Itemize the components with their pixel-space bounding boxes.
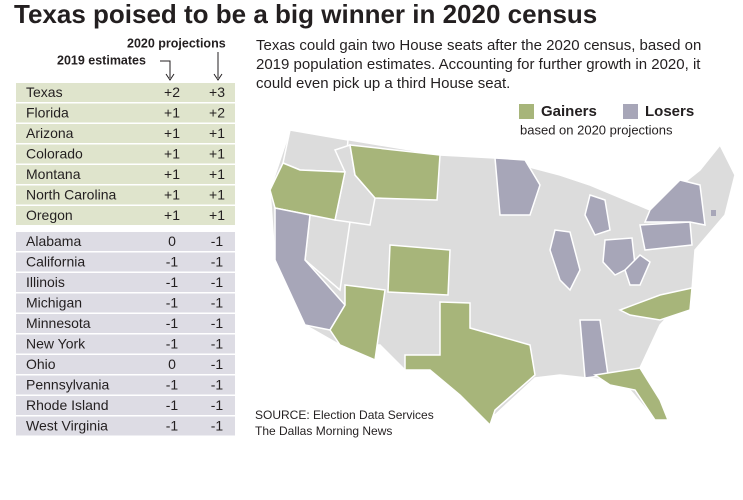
projection: +1 xyxy=(209,145,225,161)
source: SOURCE: Election Data Services xyxy=(255,408,434,422)
table-row xyxy=(16,334,235,354)
projection: +1 xyxy=(209,166,225,182)
estimate: +1 xyxy=(164,186,180,202)
state-name: Ohio xyxy=(26,356,56,372)
projection: +2 xyxy=(209,104,225,120)
state-loser xyxy=(711,210,716,216)
state-loser xyxy=(624,254,651,286)
estimate: -1 xyxy=(166,397,179,413)
state-name: Arizona xyxy=(26,125,74,141)
table-row xyxy=(16,83,235,102)
state-name: Minnesota xyxy=(26,315,91,331)
projection: -1 xyxy=(211,233,224,249)
state-name: Oregon xyxy=(26,207,73,223)
projection: -1 xyxy=(211,294,224,310)
legend-label: Gainers xyxy=(541,103,597,120)
arrow xyxy=(213,52,223,81)
state-loser xyxy=(494,157,541,216)
state-name: Texas xyxy=(26,84,63,100)
table-row xyxy=(16,396,235,415)
estimate: +1 xyxy=(164,125,180,141)
table-row xyxy=(16,103,235,123)
state-gainer xyxy=(387,244,451,296)
state-name: Michigan xyxy=(26,294,82,310)
source: The Dallas Morning News xyxy=(255,424,392,438)
projection: -1 xyxy=(211,356,224,372)
estimate: +1 xyxy=(164,104,180,120)
state-name: New York xyxy=(26,335,86,351)
table-row xyxy=(16,314,235,333)
table: Texas +2 +3 Florida +1 +2 Arizona +1 +1 Colorado +… xyxy=(16,83,235,436)
us-map xyxy=(269,129,736,427)
projection: -1 xyxy=(211,315,224,331)
projection: +1 xyxy=(209,186,225,202)
table-row xyxy=(16,375,235,395)
estimate: -1 xyxy=(166,376,179,392)
state-loser xyxy=(639,221,693,251)
arrow xyxy=(160,60,175,81)
projection: +3 xyxy=(209,84,225,100)
projection: -1 xyxy=(211,274,224,290)
projection: +1 xyxy=(209,207,225,223)
legend-swatch xyxy=(519,104,534,119)
table-row xyxy=(16,416,235,436)
column-header: 2020 projections xyxy=(127,36,226,50)
projection: -1 xyxy=(211,335,224,351)
state-name: Montana xyxy=(26,166,81,182)
estimate: +1 xyxy=(164,145,180,161)
projection: -1 xyxy=(211,417,224,433)
table-row xyxy=(16,273,235,292)
description: Texas could gain two House seats after t… xyxy=(256,37,702,92)
title: Texas poised to be a big winner in 2020 … xyxy=(14,0,597,29)
table-row xyxy=(16,165,235,184)
table-row xyxy=(16,185,235,205)
state-name: Illinois xyxy=(26,274,65,290)
estimate: -1 xyxy=(166,417,179,433)
legend-note: based on 2020 projections xyxy=(520,122,673,137)
table-row xyxy=(16,206,235,225)
table-row xyxy=(16,355,235,374)
projection: -1 xyxy=(211,253,224,269)
legend-swatch xyxy=(623,104,638,119)
state-gainer xyxy=(329,284,386,362)
table-row xyxy=(16,232,235,251)
estimate: -1 xyxy=(166,335,179,351)
projection: +1 xyxy=(209,125,225,141)
table-row xyxy=(16,293,235,313)
state-name: California xyxy=(26,253,85,269)
estimate: -1 xyxy=(166,274,179,290)
state-name: West Virginia xyxy=(26,417,108,433)
projection: -1 xyxy=(211,376,224,392)
state-gainer xyxy=(404,301,536,427)
state-name: Florida xyxy=(26,104,69,120)
estimate: -1 xyxy=(166,253,179,269)
state-gainer xyxy=(592,367,670,421)
estimate: -1 xyxy=(166,315,179,331)
state-loser xyxy=(549,229,581,292)
estimate: 0 xyxy=(168,233,176,249)
state-name: Alabama xyxy=(26,233,81,249)
state-loser xyxy=(643,179,706,226)
projection: -1 xyxy=(211,397,224,413)
estimate: -1 xyxy=(166,294,179,310)
estimate: +2 xyxy=(164,84,180,100)
estimate: 0 xyxy=(168,356,176,372)
state-loser xyxy=(584,194,611,236)
column-header: 2019 estimates xyxy=(57,53,146,67)
state-name: Rhode Island xyxy=(26,397,109,413)
estimate: +1 xyxy=(164,166,180,182)
state-name: North Carolina xyxy=(26,186,116,202)
state-gainer xyxy=(269,162,346,221)
state-gainer xyxy=(349,144,441,201)
state-name: Colorado xyxy=(26,145,83,161)
state-gainer xyxy=(618,287,693,321)
description-box: Texas could gain two House seats after t… xyxy=(256,37,702,92)
estimate: +1 xyxy=(164,207,180,223)
table-row xyxy=(16,252,235,272)
legend-label: Losers xyxy=(645,103,694,120)
table-row xyxy=(16,124,235,143)
state-name: Pennsylvania xyxy=(26,376,109,392)
table-row xyxy=(16,144,235,164)
